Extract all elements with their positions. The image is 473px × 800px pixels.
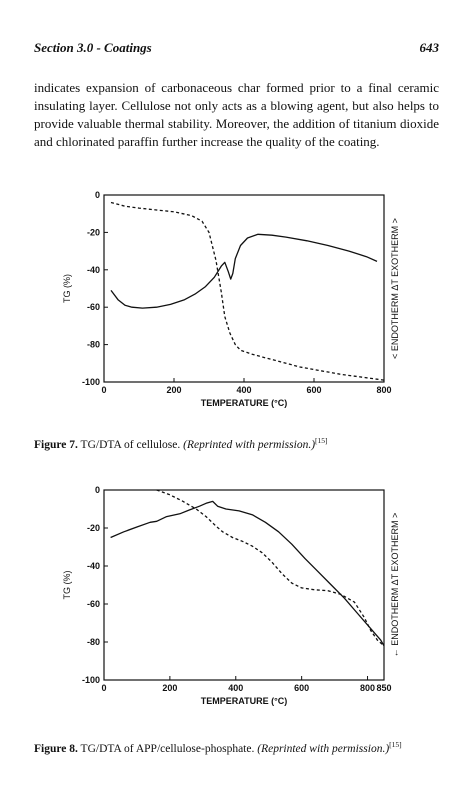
body-paragraph-block: indicates expansion of carbonaceous char… [34,79,439,151]
fig8-x-tick-label: 850 [376,683,391,693]
fig7-y-tick-label: -40 [87,265,100,275]
fig7-dta-axis-label: < ENDOTHERM ΔT EXOTHERM > [390,218,400,359]
figure-8-caption-label: Figure 8. [34,742,78,755]
fig7-x-tick-label: 0 [101,385,106,395]
figure-8-caption-ref: [15] [389,740,402,749]
fig8-dta-curve-solid [110,500,385,647]
fig7-x-tick-label: 800 [376,385,391,395]
page-number: 643 [419,40,440,55]
fig7-y-tick-label: 0 [95,190,100,200]
fig7-x-tick-label: 600 [306,385,321,395]
fig7-dta-curve-solid [110,233,378,309]
fig8-y-axis-label: TG (%) [62,571,72,600]
fig7-x-axis-label: TEMPERATURE (°C) [201,398,287,408]
fig7-y-tick-label: -60 [87,302,100,312]
fig7-plot-frame [103,194,385,383]
fig7-y-axis-label: TG (%) [62,274,72,303]
figure-8-caption: Figure 8. TG/DTA of APP/cellulose-phosph… [34,740,453,755]
fig8-x-tick-label: 600 [294,683,309,693]
figure-8-caption-text: TG/DTA of APP/cellulose-phosphate. [80,742,255,755]
fig7-y-tick-label: -20 [87,227,100,237]
fig8-y-tick-label: -20 [87,523,100,533]
fig8-x-tick-label: 200 [162,683,177,693]
fig8-y-tick-label: 0 [95,485,100,495]
fig7-x-tick-label: 400 [236,385,251,395]
fig8-y-tick-label: -100 [82,675,100,685]
fig8-x-tick-label: 800 [360,683,375,693]
fig7-y-tick-label: -100 [82,377,100,387]
fig7-y-tick-label: -80 [87,340,100,350]
figure-7-caption: Figure 7. TG/DTA of cellulose. (Reprinte… [34,436,453,451]
fig8-y-tick-label: -40 [87,561,100,571]
page-header: Section 3.0 - Coatings 643 [34,40,439,56]
figure-7-caption-label: Figure 7. [34,438,78,451]
fig8-dta-axis-label: ← ENDOTHERM ΔT EXOTHERM > [390,513,400,658]
fig8-y-tick-label: -80 [87,637,100,647]
fig8-x-axis-label: TEMPERATURE (°C) [201,696,287,706]
fig8-x-tick-label: 400 [228,683,243,693]
fig8-x-tick-label: 0 [101,683,106,693]
body-paragraph: indicates expansion of carbonaceous char… [34,80,439,149]
fig8-y-tick-label: -60 [87,599,100,609]
fig7-x-tick-label: 200 [166,385,181,395]
figure-7-caption-ref: [15] [315,436,328,445]
fig8-tg-curve-dashed [156,489,385,647]
figure-7-caption-text: TG/DTA of cellulose. [80,438,181,451]
fig8-plot-frame [103,489,385,681]
section-title: Section 3.0 - Coatings [34,40,152,55]
figure-7-caption-note: (Reprinted with permission.) [183,438,316,451]
fig7-tg-curve-dashed [110,201,385,381]
figure-8-caption-note: (Reprinted with permission.) [257,742,390,755]
